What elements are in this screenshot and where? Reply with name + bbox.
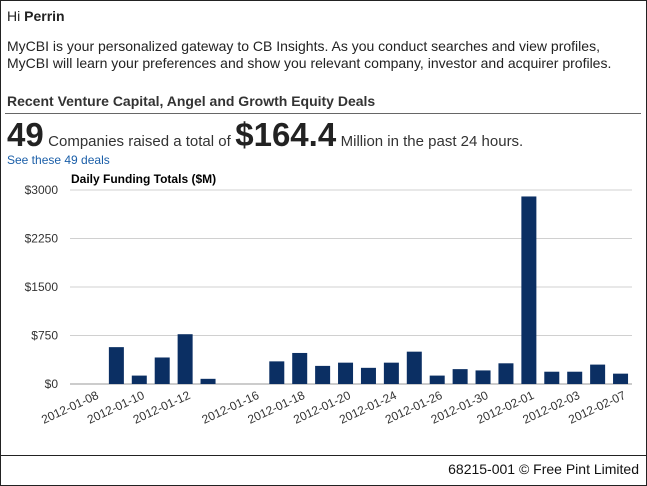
bar-2012-01-24[interactable]	[383, 362, 399, 384]
copyright-footer: 68215-001 © Free Pint Limited	[448, 461, 639, 477]
bar-2012-02-01[interactable]	[521, 196, 537, 384]
bar-2012-02-06[interactable]	[590, 364, 606, 384]
company-count: 49	[7, 116, 44, 153]
bar-2012-01-31[interactable]	[498, 363, 514, 384]
footer-divider	[0, 455, 647, 456]
user-name: Perrin	[24, 8, 65, 24]
bar-2012-01-26[interactable]	[429, 375, 445, 384]
see-deals-link[interactable]: See these 49 deals	[7, 153, 110, 167]
bar-2012-01-19[interactable]	[315, 365, 331, 384]
funding-chart: Daily Funding Totals ($M) $0 $750 $1500 $22…	[25, 172, 632, 427]
bar-2012-02-02[interactable]	[544, 371, 560, 384]
bar-2012-01-27[interactable]	[452, 369, 468, 384]
section-divider	[5, 113, 641, 114]
total-amount: $164.4	[235, 116, 337, 153]
bar-2012-01-12[interactable]	[177, 334, 193, 384]
y-tick-label: $1500	[25, 280, 59, 294]
bar-2012-01-11[interactable]	[154, 357, 170, 384]
intro-text: MyCBI is your personalized gateway to CB…	[7, 38, 612, 71]
bar-2012-01-13[interactable]	[200, 378, 216, 384]
summary-text-2: Million in the past 24 hours.	[340, 133, 524, 150]
chart-title: Daily Funding Totals ($M)	[71, 172, 216, 186]
summary-text-1: Companies raised a total of	[48, 133, 231, 150]
y-tick-label: $2250	[25, 232, 59, 246]
bar-2012-01-09[interactable]	[108, 347, 124, 384]
y-tick-label: $750	[31, 329, 58, 343]
greeting-hi: Hi	[7, 8, 21, 24]
bar-2012-01-20[interactable]	[338, 362, 354, 384]
y-tick-label: $0	[45, 377, 59, 391]
bar-2012-02-07[interactable]	[613, 373, 629, 384]
bar-2012-01-25[interactable]	[406, 351, 422, 384]
bar-2012-01-23[interactable]	[360, 367, 376, 384]
bar-2012-01-17[interactable]	[269, 361, 285, 384]
greeting: Hi Perrin	[7, 8, 65, 24]
bar-2012-01-18[interactable]	[292, 352, 308, 384]
section-title: Recent Venture Capital, Angel and Growth…	[7, 93, 376, 109]
bar-2012-01-30[interactable]	[475, 370, 491, 384]
y-tick-label: $3000	[25, 183, 59, 197]
bar-2012-01-10[interactable]	[131, 375, 147, 384]
funding-summary: 49 Companies raised a total of $164.4 Mi…	[7, 116, 523, 154]
bar-2012-02-03[interactable]	[567, 371, 583, 384]
